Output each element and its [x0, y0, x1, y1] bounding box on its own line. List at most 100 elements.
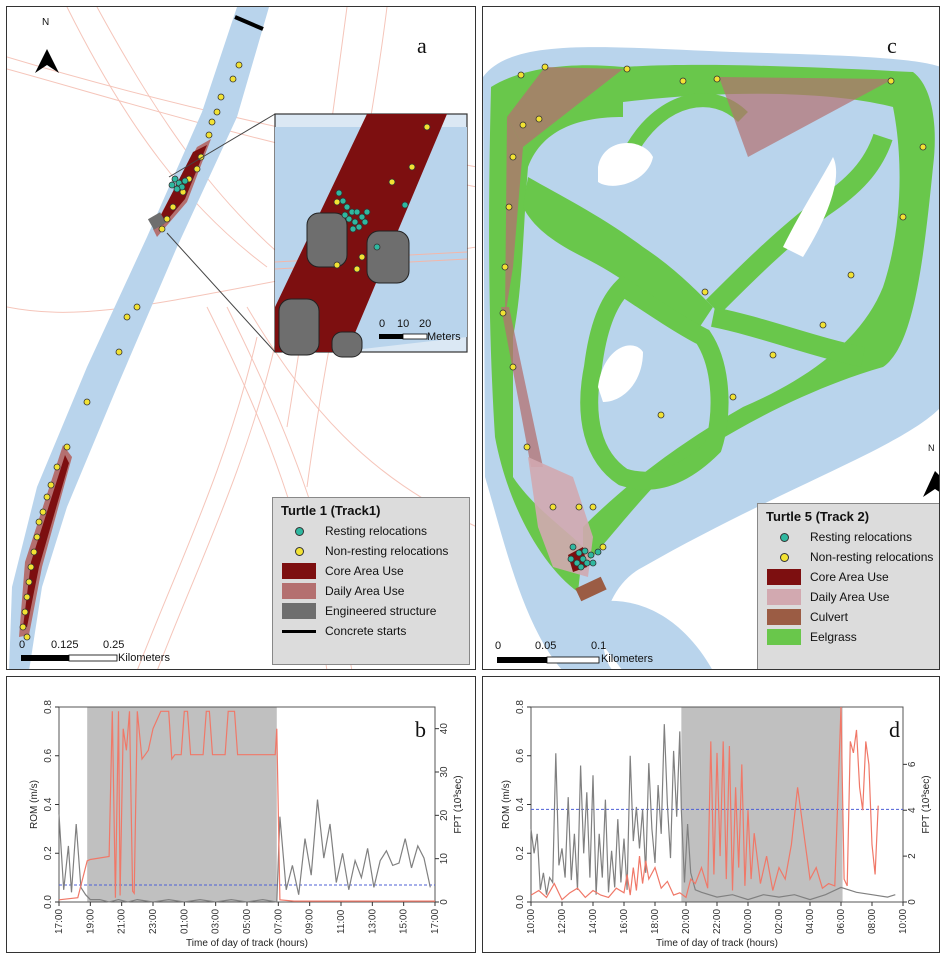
legend-item: Engineered structure [281, 601, 469, 621]
nonresting-relocation [519, 121, 527, 129]
legend-key [766, 629, 802, 645]
nonresting-relocation [333, 261, 341, 269]
nonresting-relocation [30, 548, 38, 556]
legend-label: Core Area Use [810, 570, 889, 584]
nonresting-relocation [505, 203, 513, 211]
resting-relocation [171, 175, 179, 183]
x-tick-label: 07:00 [273, 909, 284, 934]
legend-key [281, 526, 317, 536]
legend-symbol [767, 569, 801, 585]
nonresting-relocation [523, 443, 531, 451]
nonresting-relocation [35, 518, 43, 526]
legend-key [281, 629, 317, 633]
nonresting-relocation [123, 313, 131, 321]
legend-symbol [294, 526, 304, 536]
resting-relocation [343, 203, 351, 211]
panel-letter-c: c [887, 33, 897, 58]
scale-bar [21, 654, 118, 662]
nonresting-relocation [423, 123, 431, 131]
y-axis-title: ROM (m/s) [501, 780, 512, 829]
legend-label: Non-resting relocations [325, 544, 449, 558]
daily-area-north [507, 67, 623, 147]
inset-scale-tick-1: 10 [397, 318, 410, 330]
resting-relocation [345, 215, 353, 223]
panel-letter-a: a [417, 33, 427, 58]
legend-key [766, 552, 802, 562]
x-tick-label: 18:00 [650, 909, 661, 934]
nonresting-relocation [205, 131, 213, 139]
x-tick-label: 05:00 [242, 909, 253, 934]
panel-b-chart: 0.0 0.2 0.4 0.6 0.8 0 10 20 30 40 17:00 19:00 21:00 2… [6, 676, 476, 953]
legend-key [281, 563, 317, 579]
x-tick-label: 23:00 [148, 909, 159, 934]
legend-key [766, 589, 802, 605]
legend-a: Turtle 1 (Track1) Resting relocations Non… [272, 497, 470, 665]
nonresting-relocation [509, 363, 517, 371]
nonresting-relocation [769, 351, 777, 359]
nonresting-relocation [163, 215, 171, 223]
nonresting-relocation [229, 75, 237, 83]
legend-item: Concrete starts [281, 621, 469, 641]
y2-tick-label: 0 [439, 899, 450, 905]
north-label: N [42, 17, 50, 28]
concrete-start-line [234, 15, 264, 31]
legend-item: Daily Area Use [766, 587, 939, 607]
y-tick-label: 0.0 [515, 895, 526, 909]
chart-d-canvas: 0.0 0.2 0.4 0.6 0.8 0 2 4 6 10:00 12:00 14:00 16:00 1… [501, 700, 932, 949]
nonresting-relocation [501, 263, 509, 271]
nonresting-relocation [517, 71, 525, 79]
y2-tick-label: 40 [439, 723, 450, 735]
resting-relocation [587, 551, 595, 559]
nonresting-relocation [169, 203, 177, 211]
resting-relocation [181, 177, 189, 185]
x-tick-label: 08:00 [867, 909, 878, 934]
y2-tick-label: 20 [439, 809, 450, 821]
culvert [575, 576, 607, 602]
inset-scale-tick-0: 0 [379, 318, 386, 330]
legend-key [766, 569, 802, 585]
daily-area-south [528, 457, 593, 577]
resting-relocation [581, 547, 589, 555]
legend-key [281, 546, 317, 556]
map-a-canvas [7, 7, 475, 669]
nonresting-relocation [27, 563, 35, 571]
resting-relocation [577, 563, 585, 571]
fpt-series-line [58, 710, 435, 902]
x-tick-label: 22:00 [712, 909, 723, 934]
legend-symbol [779, 532, 789, 542]
nonresting-relocation [333, 198, 341, 206]
x-tick-label: 10:00 [526, 909, 537, 934]
legend-label: Core Area Use [325, 564, 404, 578]
y-tick-label: 0.8 [43, 700, 54, 714]
nonresting-relocation [39, 508, 47, 516]
nonresting-relocation [887, 77, 895, 85]
resting-relocation [358, 213, 366, 221]
nonresting-relocation [589, 503, 597, 511]
nonresting-relocation [499, 309, 507, 317]
nonresting-relocation [115, 348, 123, 356]
rom-series-line [530, 724, 896, 901]
nonresting-relocation [729, 393, 737, 401]
resting-relocation [373, 243, 381, 251]
resting-relocation [361, 218, 369, 226]
inset-map [274, 113, 468, 358]
legend-item: Eelgrass [766, 627, 939, 647]
legend-symbol [282, 583, 316, 599]
north-arrow-icon [35, 49, 59, 73]
x-tick-label: 19:00 [85, 909, 96, 934]
relocation-points-a [19, 61, 243, 641]
nonresting-relocation [679, 77, 687, 85]
y2-tick-label: 0 [907, 899, 918, 905]
legend-item: Non-resting relocations [281, 541, 469, 561]
x-tick-label: 10:00 [898, 909, 909, 934]
legend-key [281, 603, 317, 619]
resting-relocation [567, 555, 575, 563]
resting-relocation [173, 185, 181, 193]
y2-tick-label: 30 [439, 766, 450, 778]
legend-title: Turtle 1 (Track1) [281, 503, 381, 518]
y-axis-title: ROM (m/s) [29, 780, 40, 829]
resting-relocation [349, 225, 357, 233]
x-tick-label: 06:00 [836, 909, 847, 934]
nonresting-relocation [133, 303, 141, 311]
resting-relocation [335, 189, 343, 197]
